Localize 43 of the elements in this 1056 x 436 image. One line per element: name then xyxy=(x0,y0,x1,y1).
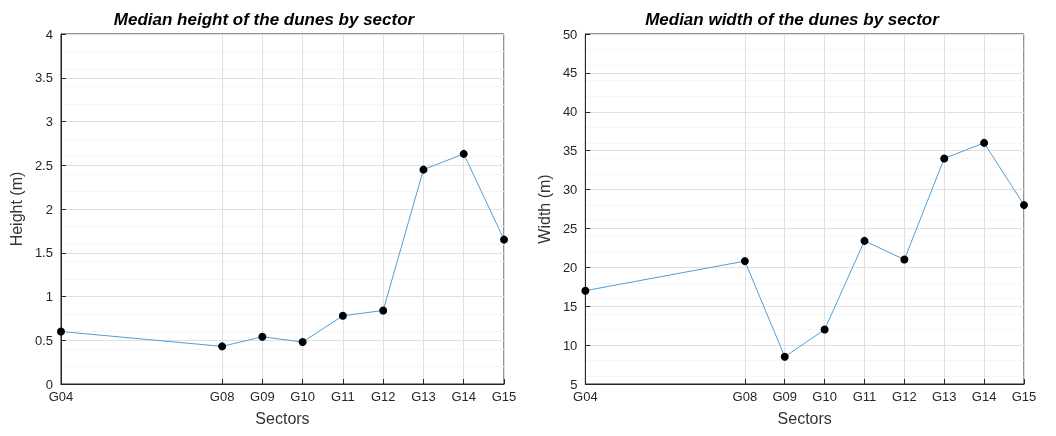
y-axis-title: Width (m) xyxy=(535,174,553,244)
y-tick-label: 25 xyxy=(562,220,578,236)
x-tick-label: G10 xyxy=(290,389,315,404)
x-tick-label: G15 xyxy=(491,389,517,404)
y-tick-label: 2 xyxy=(45,201,53,217)
y-tick-label: 40 xyxy=(562,104,578,120)
x-axis-title: Sectors xyxy=(255,409,310,427)
x-tick-label: G12 xyxy=(370,389,396,404)
x-tick-label: G09 xyxy=(772,389,798,404)
chart-title: Median width of the dunes by sector xyxy=(645,10,941,29)
y-tick-label: 1 xyxy=(45,289,53,304)
x-tick-label: G11 xyxy=(852,389,877,404)
x-tick-label: G08 xyxy=(732,389,758,404)
y-tick-label: 2.5 xyxy=(34,157,53,173)
x-tick-label: G04 xyxy=(573,389,598,404)
y-tick-label: 1.5 xyxy=(34,245,53,261)
y-axis-title: Height (m) xyxy=(7,171,25,247)
x-tick-label: G10 xyxy=(812,389,837,404)
x-tick-label: G13 xyxy=(931,389,957,404)
x-tick-label: G14 xyxy=(971,389,997,404)
x-axis-title: Sectors xyxy=(777,409,832,427)
y-tick-label: 30 xyxy=(562,182,578,198)
y-tick-label: 3.5 xyxy=(34,70,53,86)
y-tick-label: 45 xyxy=(562,65,578,81)
y-tick-label: 5 xyxy=(570,376,578,392)
y-tick-label: 20 xyxy=(562,259,578,275)
x-tick-label: G14 xyxy=(451,389,477,404)
chart-title: Median height of the dunes by sector xyxy=(113,10,416,29)
x-tick-label: G09 xyxy=(250,389,275,404)
x-tick-label: G04 xyxy=(48,389,74,404)
y-tick-label: 10 xyxy=(562,337,578,353)
y-tick-label: 50 xyxy=(562,26,578,42)
y-tick-label: 35 xyxy=(562,143,578,159)
x-tick-label: G13 xyxy=(411,389,436,404)
x-tick-label: G08 xyxy=(209,389,235,404)
x-tick-label: G12 xyxy=(892,389,917,404)
y-tick-label: 4 xyxy=(45,26,53,42)
y-tick-label: 3 xyxy=(45,114,53,129)
y-tick-label: 15 xyxy=(562,298,578,314)
y-tick-label: 0.5 xyxy=(34,332,53,348)
x-tick-label: G11 xyxy=(331,389,355,404)
y-tick-label: 0 xyxy=(45,376,53,392)
x-tick-label: G15 xyxy=(1011,389,1037,404)
